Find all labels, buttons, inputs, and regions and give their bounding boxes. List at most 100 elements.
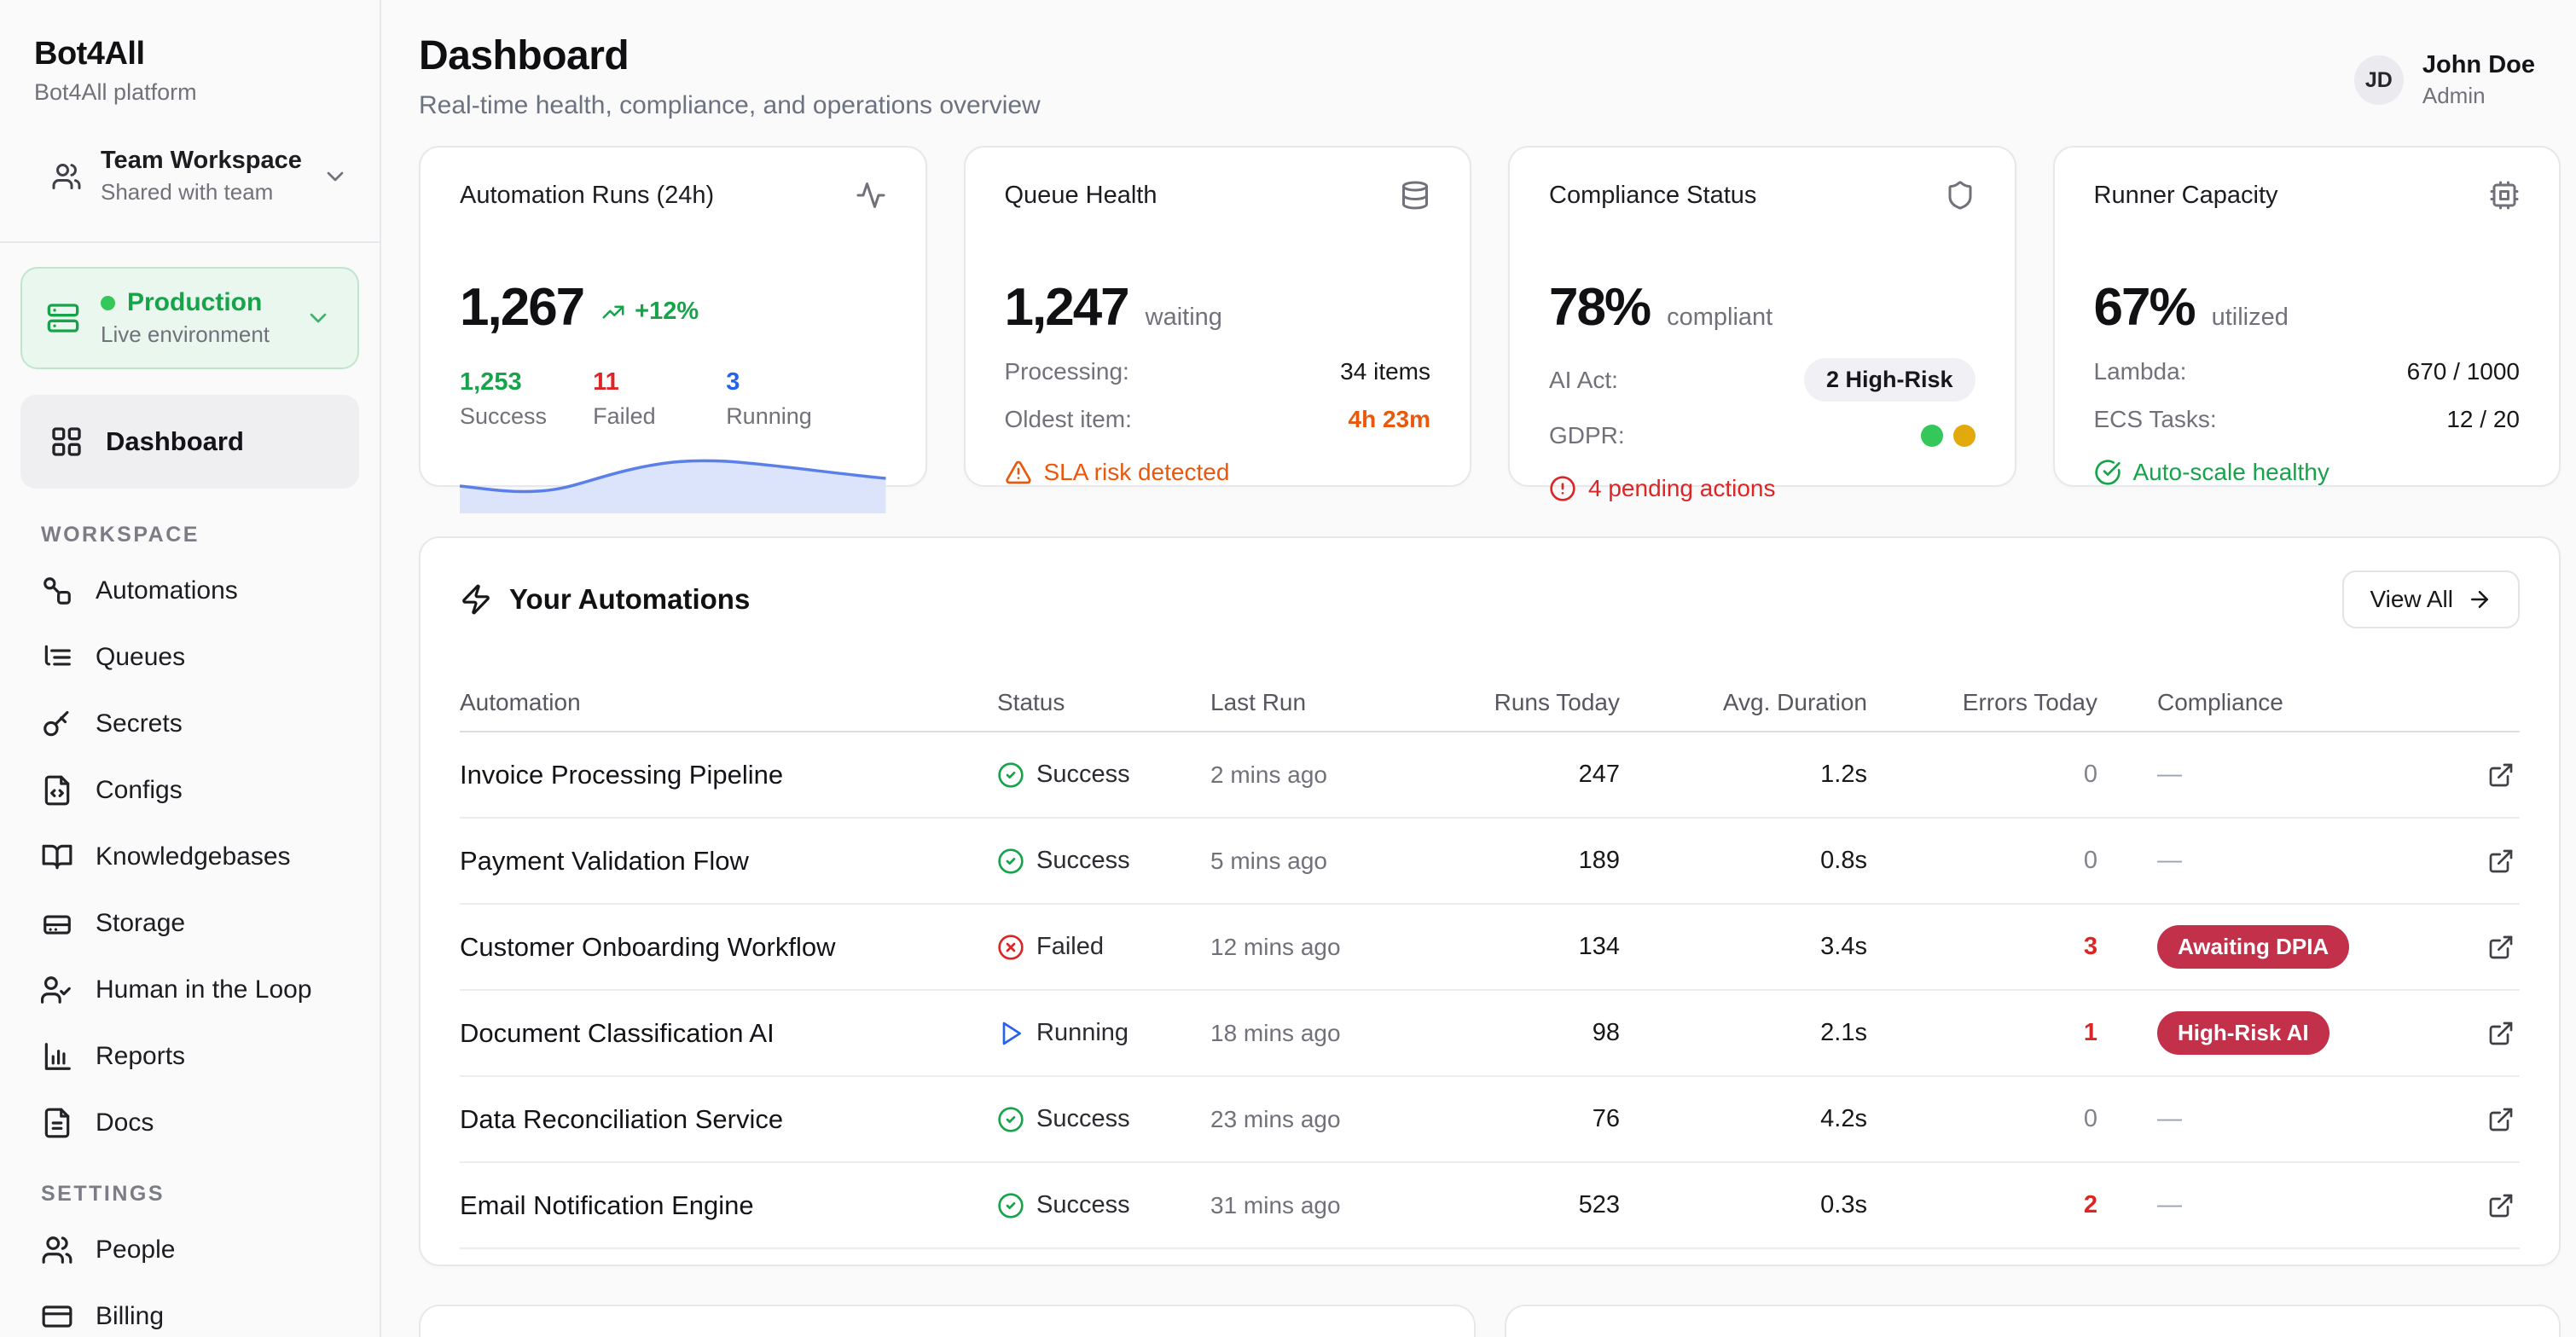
external-link-icon[interactable]	[2487, 1020, 2515, 1047]
automation-name: Document Classification AI	[460, 1017, 775, 1048]
green-dot	[1920, 425, 1943, 447]
compliance-cell: Awaiting DPIA	[2097, 925, 2387, 969]
automation-status: Success	[997, 1105, 1210, 1133]
external-link-icon[interactable]	[2487, 1192, 2515, 1219]
pending-actions-alert: 4 pending actions	[1549, 475, 1976, 502]
page-subtitle: Real-time health, compliance, and operat…	[419, 91, 1041, 119]
last-run: 23 mins ago	[1210, 1105, 1341, 1132]
errors-today: 2	[2083, 1191, 2097, 1218]
queue-oldest-row: Oldest item: 4h 23m	[1004, 406, 1431, 432]
automation-name: Invoice Processing Pipeline	[460, 759, 784, 790]
table-row[interactable]: Data Reconciliation Service Success 23 m…	[460, 1077, 2520, 1163]
arrow-right-icon	[2467, 587, 2492, 612]
automation-status: Success	[997, 1191, 1210, 1219]
section-title: Your Automations	[509, 583, 751, 615]
chevron-down-icon	[322, 163, 349, 190]
runs-today: 98	[1592, 1019, 1620, 1046]
last-run: 12 mins ago	[1210, 933, 1341, 960]
errors-today: 0	[2083, 1105, 2097, 1132]
compliance-badge: High-Risk AI	[2157, 1011, 2329, 1055]
app-name: Bot4All	[34, 36, 145, 72]
success-icon	[997, 848, 1024, 875]
page-header: Dashboard Real-time health, compliance, …	[419, 32, 2561, 120]
avg-duration: 0.8s	[1820, 847, 1867, 874]
sidebar-item-label: Dashboard	[106, 426, 244, 456]
sidebar-item-human-in-the-loop[interactable]: Human in the Loop	[0, 957, 380, 1023]
sidebar-item-configs[interactable]: Configs	[0, 757, 380, 824]
compliance-cell: —	[2157, 1191, 2182, 1218]
success-icon	[997, 1106, 1024, 1133]
queue-processing-row: Processing: 34 items	[1004, 358, 1431, 385]
runs-delta: +12%	[600, 298, 699, 326]
partial-card-right	[1504, 1305, 2561, 1337]
last-run: 5 mins ago	[1210, 847, 1327, 874]
avg-duration: 0.3s	[1820, 1191, 1867, 1218]
sidebar-item-people[interactable]: People	[0, 1217, 380, 1283]
environment-selector[interactable]: Production Live environment	[20, 267, 359, 369]
workflow-icon	[41, 575, 73, 607]
external-link-icon[interactable]	[2487, 1106, 2515, 1133]
zap-icon	[460, 583, 492, 616]
runs-today: 523	[1578, 1191, 1620, 1218]
sidebar-item-storage[interactable]: Storage	[0, 890, 380, 957]
automation-name: Data Reconciliation Service	[460, 1103, 784, 1134]
sidebar-divider	[0, 241, 380, 243]
sidebar-item-knowledgebases[interactable]: Knowledgebases	[0, 824, 380, 890]
external-link-icon[interactable]	[2487, 848, 2515, 875]
sidebar: Bot4All Bot4All platform Team Workspace …	[0, 0, 381, 1337]
settings-nav: People Billing Settings	[0, 1217, 380, 1337]
sidebar-item-docs[interactable]: Docs	[0, 1090, 380, 1156]
shield-icon	[1945, 180, 1976, 211]
partial-card-left	[419, 1305, 1476, 1337]
sidebar-item-queues[interactable]: Queues	[0, 624, 380, 691]
trending-up-icon	[600, 299, 626, 325]
table-row[interactable]: Payment Validation Flow Success 5 mins a…	[460, 819, 2520, 905]
high-risk-pill: 2 High-Risk	[1803, 358, 1976, 402]
workspace-subtitle: Shared with team	[101, 179, 274, 205]
automation-status: Running	[997, 1019, 1210, 1047]
last-run: 31 mins ago	[1210, 1191, 1341, 1218]
workspace-name: Team Workspace	[101, 147, 302, 174]
table-row[interactable]: Document Classification AI Running 18 mi…	[460, 991, 2520, 1077]
autoscale-status: Auto-scale healthy	[2094, 459, 2521, 486]
workspace-selector[interactable]: Team Workspace Shared with team	[0, 147, 380, 205]
table-body: Invoice Processing Pipeline Success 2 mi…	[460, 732, 2520, 1249]
queue-value: 1,247	[1004, 278, 1130, 337]
success-icon	[997, 761, 1024, 789]
table-row[interactable]: Email Notification Engine Success 31 min…	[460, 1163, 2520, 1249]
list-tree-icon	[41, 641, 73, 674]
avg-duration: 4.2s	[1820, 1105, 1867, 1132]
activity-icon	[856, 180, 886, 211]
automation-status: Success	[997, 761, 1210, 789]
bar-chart-icon	[41, 1040, 73, 1073]
workspace-nav: Automations Queues Secrets Configs Knowl…	[0, 558, 380, 1156]
gdpr-row: GDPR:	[1549, 422, 1976, 449]
sidebar-item-reports[interactable]: Reports	[0, 1023, 380, 1090]
section-label-workspace: WORKSPACE	[41, 523, 200, 547]
below-fold-cards	[419, 1305, 2561, 1337]
external-link-icon[interactable]	[2487, 761, 2515, 789]
external-link-icon[interactable]	[2487, 934, 2515, 961]
sidebar-item-dashboard[interactable]: Dashboard	[20, 395, 359, 489]
warning-triangle-icon	[1005, 459, 1032, 486]
table-row[interactable]: Invoice Processing Pipeline Success 2 mi…	[460, 732, 2520, 819]
users-icon	[41, 1234, 73, 1266]
amber-dot	[1952, 425, 1976, 447]
view-all-button[interactable]: View All	[2342, 570, 2520, 628]
gdpr-status-dots	[1920, 425, 1976, 447]
sidebar-item-secrets[interactable]: Secrets	[0, 691, 380, 757]
stat-failed: 11 Failed	[593, 368, 656, 429]
runs-today: 134	[1578, 933, 1620, 960]
sidebar-item-automations[interactable]: Automations	[0, 558, 380, 624]
table-row[interactable]: Customer Onboarding Workflow Failed 12 m…	[460, 905, 2520, 991]
section-label-settings: SETTINGS	[41, 1182, 165, 1206]
user-check-icon	[41, 974, 73, 1006]
user-menu[interactable]: JD John Doe Admin	[2353, 51, 2535, 109]
your-automations-card: Your Automations View All Automation Sta…	[419, 536, 2561, 1266]
file-text-icon	[41, 1107, 73, 1139]
app-tagline: Bot4All platform	[34, 79, 197, 105]
automation-status: Failed	[997, 933, 1210, 961]
card-title: Compliance Status	[1549, 182, 1757, 209]
sidebar-item-billing[interactable]: Billing	[0, 1283, 380, 1337]
compliance-cell: High-Risk AI	[2097, 1011, 2387, 1055]
